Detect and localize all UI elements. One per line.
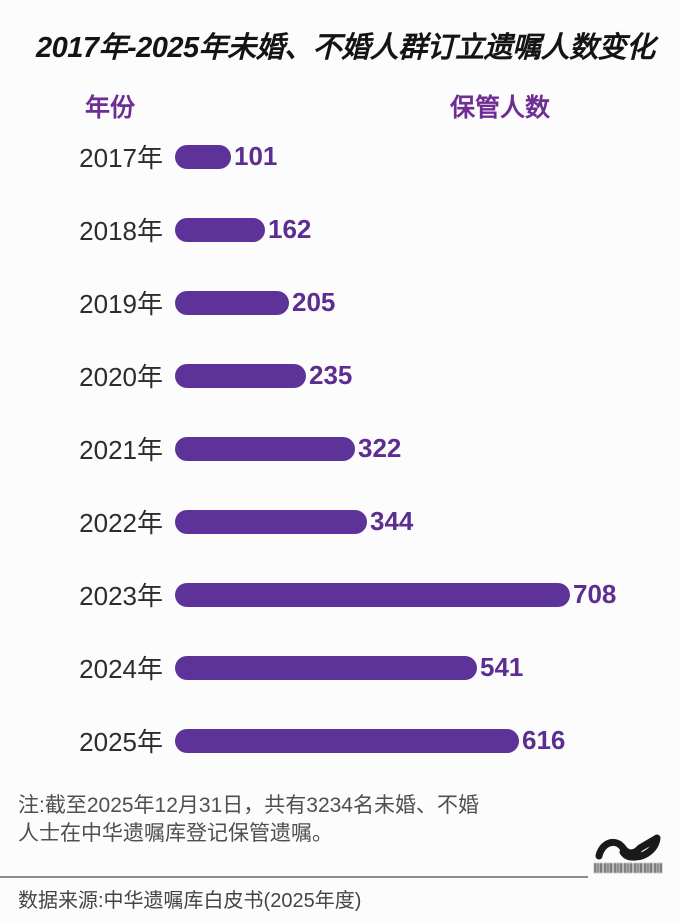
footnote-line2: 人士在中华遗嘱库登记保管遗嘱。 bbox=[18, 821, 333, 845]
footnote: 注:截至2025年12月31日，共有3234名未婚、不婚 人士在中华遗嘱库登记保… bbox=[18, 792, 498, 848]
bar bbox=[175, 290, 289, 315]
year-label: 2023年 bbox=[79, 581, 163, 611]
watermark-logo bbox=[594, 834, 664, 873]
value-label: 344 bbox=[370, 506, 414, 536]
data-source: 数据来源:中华遗嘱库白皮书(2025年度) bbox=[18, 890, 362, 912]
column-headers: 年份 保管人数 bbox=[0, 88, 680, 122]
year-label: 2020年 bbox=[79, 362, 163, 392]
table-row: 2018年 162 bbox=[0, 193, 680, 266]
year-label: 2018年 bbox=[79, 216, 163, 246]
table-row: 2022年 344 bbox=[0, 485, 680, 558]
table-row: 2017年 101 bbox=[0, 120, 680, 193]
bar bbox=[175, 655, 477, 680]
table-row: 2024年 541 bbox=[0, 631, 680, 704]
bar bbox=[175, 363, 306, 388]
year-label: 2025年 bbox=[79, 727, 163, 757]
value-label: 101 bbox=[234, 141, 278, 171]
year-label: 2019年 bbox=[79, 289, 163, 319]
footnote-line1: 注:截至2025年12月31日，共有3234名未婚、不婚 bbox=[18, 794, 479, 817]
table-row: 2021年 322 bbox=[0, 412, 680, 485]
year-label: 2022年 bbox=[79, 508, 163, 538]
value-label: 616 bbox=[522, 725, 566, 755]
table-row: 2020年 235 bbox=[0, 339, 680, 412]
year-column-header: 年份 bbox=[85, 94, 136, 122]
bar bbox=[175, 144, 231, 169]
page-title: 2017年-2025年未婚、不婚人群订立遗嘱人数变化 bbox=[36, 32, 655, 64]
value-label: 708 bbox=[573, 579, 617, 609]
year-label: 2024年 bbox=[79, 654, 163, 684]
divider-line bbox=[0, 876, 588, 878]
table-row: 2025年 616 bbox=[0, 704, 680, 777]
bar bbox=[175, 217, 265, 242]
bar bbox=[175, 509, 367, 534]
table-row: 2019年 205 bbox=[0, 266, 680, 339]
value-label: 162 bbox=[268, 214, 312, 244]
bar-chart: 2017年 101 2018年 162 2019年 205 2020年 235 2021年 322… bbox=[0, 120, 680, 777]
table-row: 2023年 708 bbox=[0, 558, 680, 631]
value-label: 205 bbox=[292, 287, 336, 317]
value-label: 235 bbox=[309, 360, 353, 390]
watermark-caption bbox=[594, 863, 662, 873]
year-label: 2017年 bbox=[79, 143, 163, 173]
count-column-header: 保管人数 bbox=[450, 94, 551, 122]
bar bbox=[175, 582, 570, 607]
wave-logo-icon bbox=[595, 834, 661, 861]
value-label: 322 bbox=[358, 433, 402, 463]
bar bbox=[175, 436, 355, 461]
value-label: 541 bbox=[480, 652, 524, 682]
year-label: 2021年 bbox=[79, 435, 163, 465]
bar bbox=[175, 728, 519, 753]
